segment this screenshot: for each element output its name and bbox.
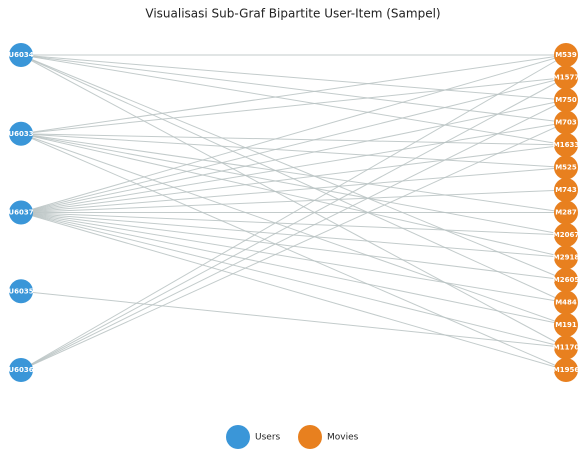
edge bbox=[20, 99, 567, 371]
user-label: U6036 bbox=[8, 366, 33, 374]
movie-label: M1633 bbox=[553, 141, 580, 149]
title: Visualisasi Sub-Graf Bipartite User-Item… bbox=[145, 7, 440, 21]
movie-node bbox=[554, 335, 578, 360]
movie-node bbox=[554, 155, 578, 180]
edges bbox=[20, 54, 567, 371]
movie-node bbox=[554, 65, 578, 90]
user-node bbox=[9, 200, 33, 225]
legend: Users Movies bbox=[226, 425, 359, 449]
legend-swatch bbox=[298, 425, 322, 449]
edge bbox=[20, 77, 567, 213]
edge bbox=[20, 290, 567, 348]
edge bbox=[20, 189, 567, 213]
edge bbox=[20, 133, 567, 371]
movie-label: M2918 bbox=[553, 254, 580, 262]
movie-node bbox=[554, 88, 578, 112]
movie-node bbox=[554, 313, 578, 337]
movie-label: M2605 bbox=[553, 276, 580, 284]
movie-label: M539 bbox=[555, 51, 577, 59]
edge bbox=[20, 54, 567, 213]
edge bbox=[20, 144, 567, 213]
edge bbox=[20, 212, 567, 326]
movie-label: M191 bbox=[555, 321, 577, 329]
edge bbox=[20, 212, 567, 348]
user-node bbox=[9, 121, 33, 146]
movie-label: M484 bbox=[555, 299, 577, 307]
edge bbox=[20, 54, 567, 135]
edge bbox=[20, 54, 567, 101]
movie-label: M1170 bbox=[553, 344, 580, 352]
edge bbox=[20, 212, 567, 303]
user-label: U6033 bbox=[8, 130, 33, 138]
movie-label: M743 bbox=[555, 186, 577, 194]
user-node bbox=[9, 43, 33, 67]
movie-label: M287 bbox=[555, 209, 577, 217]
edge bbox=[20, 77, 567, 371]
edge bbox=[20, 212, 567, 371]
edge bbox=[20, 54, 567, 123]
edge bbox=[20, 133, 567, 236]
movie-label: M750 bbox=[555, 96, 577, 104]
movie-node bbox=[554, 290, 578, 315]
edge bbox=[20, 77, 567, 135]
movie-node bbox=[554, 200, 578, 225]
user-label: U6037 bbox=[8, 209, 33, 217]
movie-node bbox=[554, 223, 578, 247]
user-node bbox=[9, 279, 33, 304]
movie-label: M2067 bbox=[553, 231, 580, 239]
legend-label: Movies bbox=[327, 433, 359, 443]
user-label: U6035 bbox=[8, 287, 33, 295]
movie-node bbox=[554, 43, 578, 67]
edge bbox=[20, 133, 567, 213]
movie-label: M1956 bbox=[553, 366, 580, 374]
edge bbox=[20, 167, 567, 213]
movie-node bbox=[554, 245, 578, 270]
movie-node bbox=[554, 133, 578, 157]
movie-label: M1577 bbox=[553, 74, 580, 82]
edge bbox=[20, 54, 567, 371]
edge bbox=[20, 133, 567, 258]
movie-node bbox=[554, 358, 578, 382]
edge bbox=[20, 54, 567, 146]
user-label: U6034 bbox=[8, 51, 33, 59]
legend-swatch bbox=[226, 425, 250, 449]
edge bbox=[20, 133, 567, 146]
movie-node bbox=[554, 110, 578, 135]
user-node bbox=[9, 358, 33, 382]
edge bbox=[20, 99, 567, 213]
movie-node bbox=[554, 268, 578, 292]
movie-label: M703 bbox=[555, 119, 577, 127]
edge bbox=[20, 122, 567, 371]
movie-label: M525 bbox=[555, 164, 577, 172]
edge bbox=[20, 122, 567, 213]
nodes: M539 M1577 M750 M703 M1633 M525 M743 M287 M2067 M… bbox=[8, 43, 579, 382]
legend-label: Users bbox=[255, 433, 281, 443]
movie-node bbox=[554, 178, 578, 202]
edge bbox=[20, 133, 567, 168]
edge bbox=[20, 133, 567, 326]
